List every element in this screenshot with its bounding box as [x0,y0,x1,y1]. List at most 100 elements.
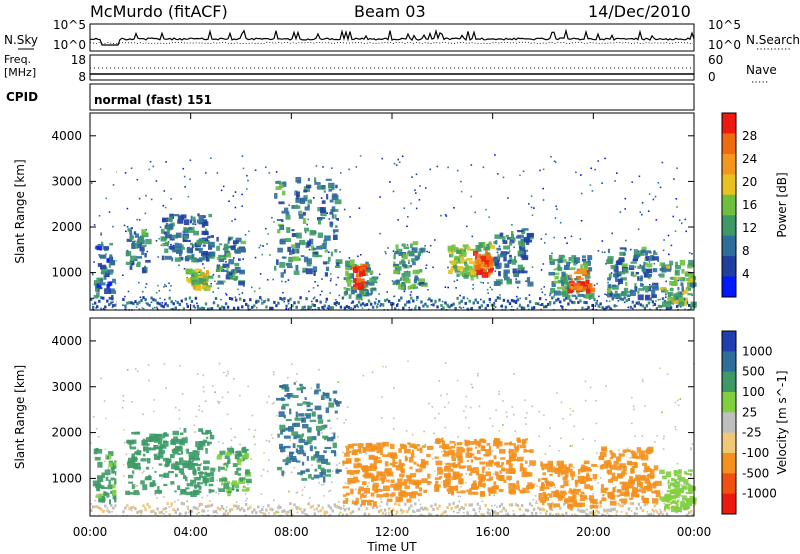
scatter-cell [592,492,594,495]
echo-cell [630,492,635,498]
echo-cell [321,425,326,430]
scatter-cell [658,274,660,276]
ground-scatter-cell [269,306,272,310]
echo-cell [678,277,683,280]
echo-cell [274,265,277,271]
scatter-cell [551,252,553,255]
echo-cell [100,477,104,482]
scatter-cell [342,451,344,454]
ground-scatter-cell [446,303,449,307]
colorbar-segment [722,256,736,278]
echo-cell [342,494,347,497]
echo-cell [683,478,689,485]
echo-cell [225,252,232,258]
echo-cell [580,494,586,499]
echo-cell [100,269,106,275]
echo-cell [173,451,178,455]
scatter-cell [396,503,399,505]
echo-cell [398,491,403,497]
scatter-cell [514,430,517,432]
scatter-cell [444,214,447,216]
ground-scatter-cell [404,502,407,506]
scatter-cell [343,422,345,424]
echo-cell [221,269,227,272]
echo-cell [560,276,568,280]
echo-cell [219,478,225,482]
ground-scatter-cell [549,301,552,304]
echo-cell [664,504,669,509]
echo-cell [292,256,300,262]
echo-cell [616,489,621,493]
scatter-cell [530,195,533,197]
scatter-cell [507,197,509,199]
echo-cell [398,464,404,468]
scatter-cell [346,406,349,408]
echo-cell [556,492,564,499]
scatter-cell [163,286,165,288]
scatter-cell [319,294,322,296]
echo-cell [98,282,106,286]
scatter-cell [401,155,404,158]
echo-cell [142,453,146,457]
ground-scatter-cell [186,505,189,509]
echo-cell [416,444,421,447]
echo-cell [682,289,689,295]
echo-cell [498,488,504,493]
scatter-cell [138,197,141,200]
scatter-cell [642,380,644,383]
ground-scatter-cell [392,508,395,512]
ground-scatter-cell [522,513,526,517]
echo-cell [312,251,319,258]
echo-cell [552,493,559,497]
echo-cell [628,267,635,270]
scatter-cell [471,386,474,389]
echo-cell [370,500,374,503]
echo-cell [616,465,623,471]
echo-cell [92,480,99,487]
ground-scatter-cell [192,304,196,308]
echo-cell [669,260,674,266]
echo-cell [670,501,678,504]
colorbar-segment [722,153,736,175]
echo-cell [100,278,104,283]
scatter-cell [314,296,316,299]
scatter-cell [114,282,117,285]
scatter-cell [688,252,691,254]
scatter-cell [477,372,479,375]
echo-cell [96,246,103,251]
scatter-cell [491,425,494,427]
echo-cell [210,471,215,477]
scatter-cell [202,374,205,377]
scatter-cell [411,176,413,178]
scatter-cell [385,512,387,514]
ground-scatter-cell [303,305,306,309]
scatter-cell [271,437,274,439]
echo-cell [468,473,473,476]
scatter-cell [584,399,587,402]
echo-cell [183,460,187,465]
echo-cell [285,214,291,220]
echo-cell [517,264,523,270]
echo-cell [659,262,663,267]
echo-cell [581,288,588,291]
echo-cell [176,250,179,254]
echo-cell [161,255,165,261]
echo-cell [643,268,646,275]
echo-cell [290,456,297,460]
echo-cell [185,268,193,274]
scatter-cell [98,254,100,256]
echo-cell [444,465,452,469]
echo-cell [368,454,375,460]
echo-cell [138,236,145,243]
scatter-cell [498,245,501,248]
echo-cell [618,453,625,457]
echo-cell [619,247,627,250]
ground-scatter-cell [412,509,415,513]
echo-cell [587,255,593,260]
echo-cell [330,251,334,257]
echo-cell [567,503,572,508]
scatter-cell [539,169,541,172]
scatter-cell [328,490,330,493]
echo-cell [565,261,570,268]
scatter-cell [429,168,432,171]
